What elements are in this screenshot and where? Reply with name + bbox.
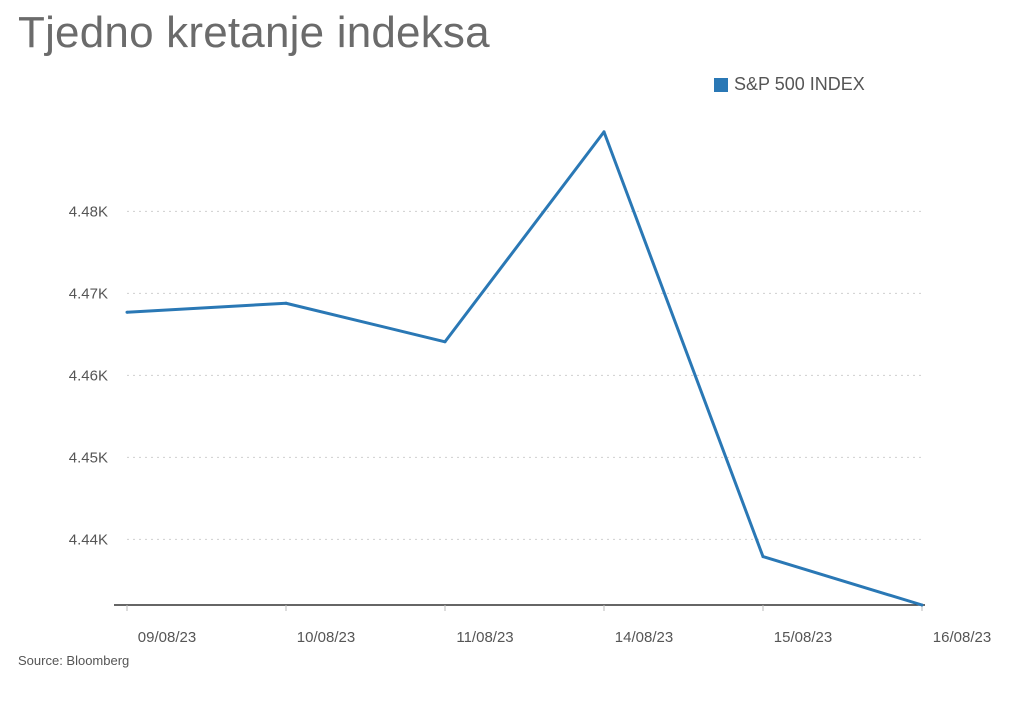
x-axis: 09/08/23 10/08/23 11/08/23 14/08/23 15/08/23… xyxy=(114,604,991,646)
grid-lines xyxy=(127,210,925,540)
x-tick-label: 15/08/23 xyxy=(774,629,832,646)
x-tick-label: 14/08/23 xyxy=(615,629,673,646)
series-line xyxy=(126,130,923,607)
legend: S&P 500 INDEX xyxy=(714,74,865,95)
data-point xyxy=(920,603,924,607)
x-tick-label: 10/08/23 xyxy=(297,629,355,646)
legend-swatch xyxy=(714,77,728,92)
chart-title: Tjedno kretanje indeksa xyxy=(18,8,490,57)
y-tick-label: 4.44K xyxy=(69,531,108,548)
y-tick-label: 4.46K xyxy=(69,367,108,384)
y-tick-label: 4.45K xyxy=(69,449,108,466)
data-point xyxy=(125,310,129,314)
data-point xyxy=(602,130,606,134)
y-tick-label: 4.47K xyxy=(69,285,108,302)
x-tick-label: 09/08/23 xyxy=(138,629,196,646)
series xyxy=(125,130,924,607)
x-tick-label: 16/08/23 xyxy=(933,629,991,646)
source-note: Source: Bloomberg xyxy=(18,653,130,668)
legend-label: S&P 500 INDEX xyxy=(734,74,865,94)
y-tick-label: 4.48K xyxy=(69,203,108,220)
data-point xyxy=(761,555,765,559)
x-tick-label: 11/08/23 xyxy=(456,629,513,646)
y-axis: 4.44K 4.45K 4.46K 4.47K 4.48K xyxy=(69,203,108,548)
data-point xyxy=(443,340,447,344)
data-point xyxy=(284,301,288,305)
